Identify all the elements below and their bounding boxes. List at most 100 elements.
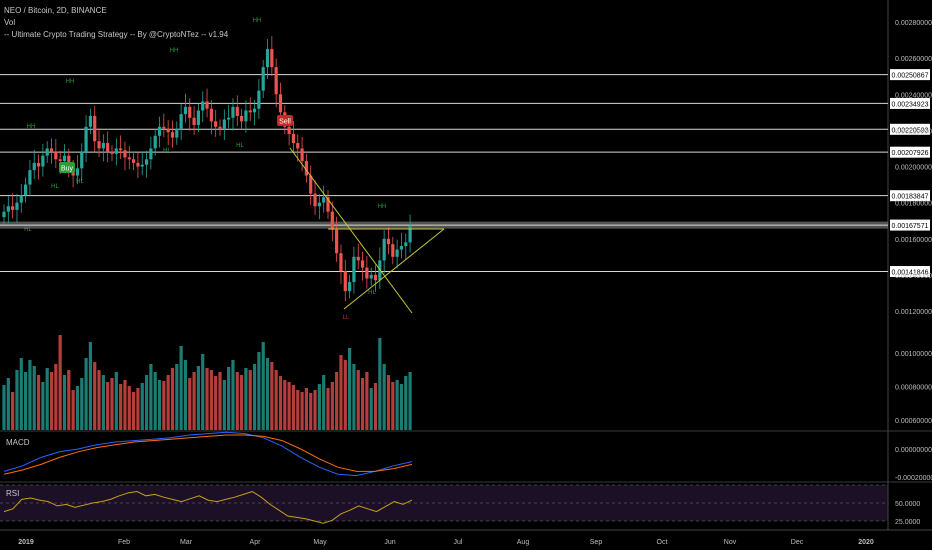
level-tag-label-0: 0.00250867 xyxy=(892,73,929,80)
volume-bar xyxy=(218,372,222,430)
volume-bar xyxy=(140,383,144,430)
candle-body xyxy=(369,274,373,279)
volume-bar xyxy=(343,360,347,430)
marker-hl: HL xyxy=(236,143,244,149)
candle-body xyxy=(170,132,175,138)
candle-body xyxy=(373,274,378,281)
volume-bar xyxy=(71,390,75,430)
candle-body xyxy=(235,106,239,116)
volume-bar xyxy=(300,392,304,430)
candle-body xyxy=(360,260,365,268)
time-tick-0: 2019 xyxy=(18,539,34,546)
volume-bar xyxy=(93,362,97,430)
candle-body xyxy=(205,101,209,109)
candle-body xyxy=(339,253,343,272)
volume-bar xyxy=(326,388,330,430)
volume-bar xyxy=(58,335,62,430)
volume-bar xyxy=(75,386,80,430)
volume-bar xyxy=(378,338,382,430)
volume-bar xyxy=(408,372,412,430)
price-tick-10: 0.00080000 xyxy=(895,385,932,392)
level-tag-label-2: 0.00220593 xyxy=(892,127,929,134)
volume-bar xyxy=(149,364,153,430)
level-tag-3 xyxy=(890,146,930,158)
volume-bar xyxy=(265,358,270,430)
candle-body xyxy=(93,115,97,142)
time-tick-6: Jul xyxy=(454,539,463,546)
candle-body xyxy=(356,256,360,261)
symbol-title: NEO / Bitcoin, 2D, BINANCE xyxy=(4,6,107,15)
macd-label: MACD xyxy=(6,438,30,447)
volume-bar xyxy=(317,384,321,430)
volume-bar xyxy=(360,378,365,430)
level-tag-label-1: 0.00234923 xyxy=(892,101,929,108)
candle-body xyxy=(157,126,162,136)
candle-body xyxy=(62,155,67,162)
level-tag-label-5: 0.00167571 xyxy=(892,223,929,230)
volume-bar xyxy=(196,366,200,430)
candle-body xyxy=(386,238,391,245)
volume-bar xyxy=(54,364,58,430)
volume-bar xyxy=(166,375,170,430)
candle-body xyxy=(240,115,244,122)
candle-body xyxy=(179,114,183,129)
candle-body xyxy=(404,242,408,246)
candle-body xyxy=(218,126,222,129)
candle-body xyxy=(244,110,248,122)
volume-bar xyxy=(291,385,296,430)
price-tick-5: 0.00180000 xyxy=(895,201,932,208)
time-tick-10: Nov xyxy=(724,539,737,546)
candle-body xyxy=(335,229,339,254)
candle-body xyxy=(313,193,317,207)
volume-bar xyxy=(192,372,196,430)
volume-bar xyxy=(153,372,157,430)
candle-body xyxy=(144,159,149,165)
candle-body xyxy=(265,49,270,68)
candle-body xyxy=(352,256,356,283)
candle-body xyxy=(391,244,395,257)
candle-body xyxy=(227,117,231,120)
candle-body xyxy=(287,126,291,134)
level-tag-6 xyxy=(890,266,930,278)
price-tick-8: 0.00120000 xyxy=(895,309,932,316)
volume-bar xyxy=(28,360,32,430)
volume-bar xyxy=(24,372,28,430)
candle-body xyxy=(304,161,308,176)
time-tick-9: Oct xyxy=(657,539,668,546)
candle-body xyxy=(80,152,84,169)
volume-bar xyxy=(287,382,291,430)
macd-tick-1: -0.00020000 xyxy=(895,475,932,482)
candle-body xyxy=(123,150,127,158)
volume-bar xyxy=(248,370,252,430)
candle-body xyxy=(274,67,278,95)
volume-bar xyxy=(330,382,334,430)
volume-bar xyxy=(11,392,15,430)
candle-body xyxy=(140,164,144,167)
candle-body xyxy=(278,94,283,113)
strategy-label: -- Ultimate Crypto Trading Strategy -- B… xyxy=(4,30,229,39)
volume-bar xyxy=(214,376,218,430)
time-tick-3: Apr xyxy=(250,539,262,546)
candle-body xyxy=(399,245,404,250)
volume-bar xyxy=(84,358,88,430)
candle-body xyxy=(11,206,15,210)
volume-bar xyxy=(369,388,373,430)
volume-bar xyxy=(209,370,213,430)
candle-body xyxy=(192,117,196,125)
volume-bar xyxy=(348,348,352,430)
candle-body xyxy=(395,249,399,257)
volume-bar xyxy=(274,370,278,430)
volume-bar xyxy=(296,390,300,430)
candle-body xyxy=(322,197,326,203)
candle-body xyxy=(300,148,304,162)
volume-bar xyxy=(313,390,317,430)
volume-bar xyxy=(257,352,261,430)
candle-body xyxy=(257,90,261,109)
candle-body xyxy=(6,206,10,212)
volume-bar xyxy=(183,360,188,430)
candle-body xyxy=(24,184,28,196)
marker-hl: HL xyxy=(163,148,171,154)
volume-bar xyxy=(235,372,239,430)
candle-body xyxy=(252,108,257,113)
